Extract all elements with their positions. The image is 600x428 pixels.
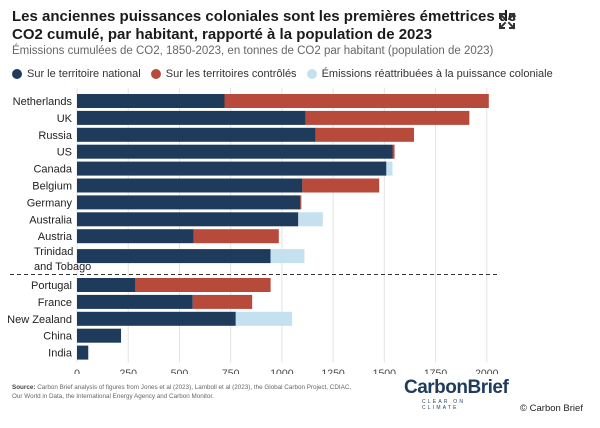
bar-russia-series-0 bbox=[77, 127, 316, 142]
bar-us-series-1 bbox=[392, 144, 395, 159]
bar-uk-series-1 bbox=[305, 110, 470, 125]
legend-label-controlled: Sur les territoires contrôlés bbox=[165, 68, 297, 80]
x-tick-label-250: 250 bbox=[119, 368, 137, 374]
expand-icon[interactable] bbox=[498, 12, 516, 30]
x-tick-label-1750: 1750 bbox=[424, 368, 448, 374]
category-label-trinidad-and-tobago: Trinidad and Tobago bbox=[34, 246, 91, 273]
legend-item-reattributed: Émissions réattribuées à la puissance co… bbox=[306, 68, 553, 80]
legend-item-national: Sur le territoire national bbox=[12, 68, 141, 80]
x-tick-label-500: 500 bbox=[171, 368, 189, 374]
bar-canada-series-0 bbox=[77, 161, 387, 176]
bar-germany-series-0 bbox=[77, 195, 301, 210]
bar-russia-series-1 bbox=[315, 127, 415, 142]
x-tick-label-750: 750 bbox=[222, 368, 240, 374]
chart-title: Les anciennes puissances coloniales sont… bbox=[12, 8, 517, 43]
bar-canada-series-2 bbox=[386, 161, 393, 176]
source-label: Source: bbox=[12, 384, 36, 391]
x-tick-label-0: 0 bbox=[74, 368, 80, 374]
category-label-new-zealand: New Zealand bbox=[7, 314, 72, 326]
bar-us-series-0 bbox=[77, 144, 393, 159]
category-label-australia: Australia bbox=[29, 214, 73, 226]
bar-china-series-0 bbox=[77, 328, 122, 343]
legend-swatch-controlled bbox=[150, 69, 161, 79]
bar-austria-series-0 bbox=[77, 229, 194, 244]
legend: Sur le territoire national Sur les terri… bbox=[12, 68, 553, 80]
category-label-netherlands: Netherlands bbox=[13, 96, 73, 108]
bar-netherlands-series-0 bbox=[77, 94, 225, 108]
legend-label-national: Sur le territoire national bbox=[27, 68, 141, 80]
bar-new-zealand-series-0 bbox=[77, 311, 236, 326]
bar-uk-series-0 bbox=[77, 110, 306, 125]
bar-trinidad-and-tobago-series-0 bbox=[77, 249, 271, 264]
bar-austria-series-1 bbox=[193, 229, 279, 244]
category-label-germany: Germany bbox=[27, 197, 73, 209]
chart-subtitle: Émissions cumulées de CO2, 1850-2023, en… bbox=[12, 45, 494, 57]
category-label-uk: UK bbox=[57, 113, 73, 125]
logo-tagline: CLEAR ON CLIMATE bbox=[422, 399, 466, 411]
logo-text: CarbonBrief bbox=[404, 377, 509, 398]
bar-australia-series-2 bbox=[298, 212, 323, 227]
source-text: Carbon Brief analysis of figures from Jo… bbox=[12, 384, 352, 400]
bar-belgium-series-0 bbox=[77, 178, 303, 193]
bar-belgium-series-1 bbox=[302, 178, 380, 193]
bar-trinidad-and-tobago-series-2 bbox=[270, 249, 305, 264]
bar-france-series-1 bbox=[192, 294, 253, 309]
category-label-us: US bbox=[57, 147, 72, 159]
bar-france-series-0 bbox=[77, 294, 193, 309]
legend-swatch-national bbox=[12, 69, 22, 79]
x-tick-label-1000: 1000 bbox=[270, 368, 294, 374]
bar-portugal-series-0 bbox=[77, 278, 136, 292]
legend-label-reattributed: Émissions réattribuées à la puissance co… bbox=[321, 68, 553, 80]
legend-item-controlled: Sur les territoires contrôlés bbox=[150, 68, 297, 80]
bar-india-series-0 bbox=[77, 345, 89, 360]
category-label-india: India bbox=[48, 348, 73, 360]
bar-germany-series-1 bbox=[300, 195, 302, 210]
legend-swatch-reattributed bbox=[306, 69, 317, 79]
x-tick-label-1250: 1250 bbox=[321, 368, 345, 374]
carbon-brief-logo: CarbonBrief CLEAR ON CLIMATE bbox=[404, 377, 509, 412]
bar-australia-series-0 bbox=[77, 212, 299, 227]
bar-new-zealand-series-2 bbox=[235, 311, 293, 326]
category-label-austria: Austria bbox=[38, 231, 73, 243]
source-note: Source: Carbon Brief analysis of figures… bbox=[12, 384, 352, 401]
category-label-portugal: Portugal bbox=[31, 280, 72, 292]
category-label-france: France bbox=[38, 297, 72, 309]
copyright: © Carbon Brief bbox=[520, 403, 583, 414]
category-label-china: China bbox=[43, 331, 73, 343]
bar-chart: Netherlands UK Russia US Canada Belgium German… bbox=[7, 88, 499, 374]
bar-portugal-series-1 bbox=[135, 278, 271, 292]
category-label-belgium: Belgium bbox=[32, 181, 72, 193]
category-label-canada: Canada bbox=[33, 164, 72, 176]
x-tick-label-1500: 1500 bbox=[373, 368, 397, 374]
x-tick-label-2000: 2000 bbox=[475, 368, 499, 374]
category-label-russia: Russia bbox=[38, 130, 73, 142]
bar-netherlands-series-1 bbox=[224, 94, 489, 108]
